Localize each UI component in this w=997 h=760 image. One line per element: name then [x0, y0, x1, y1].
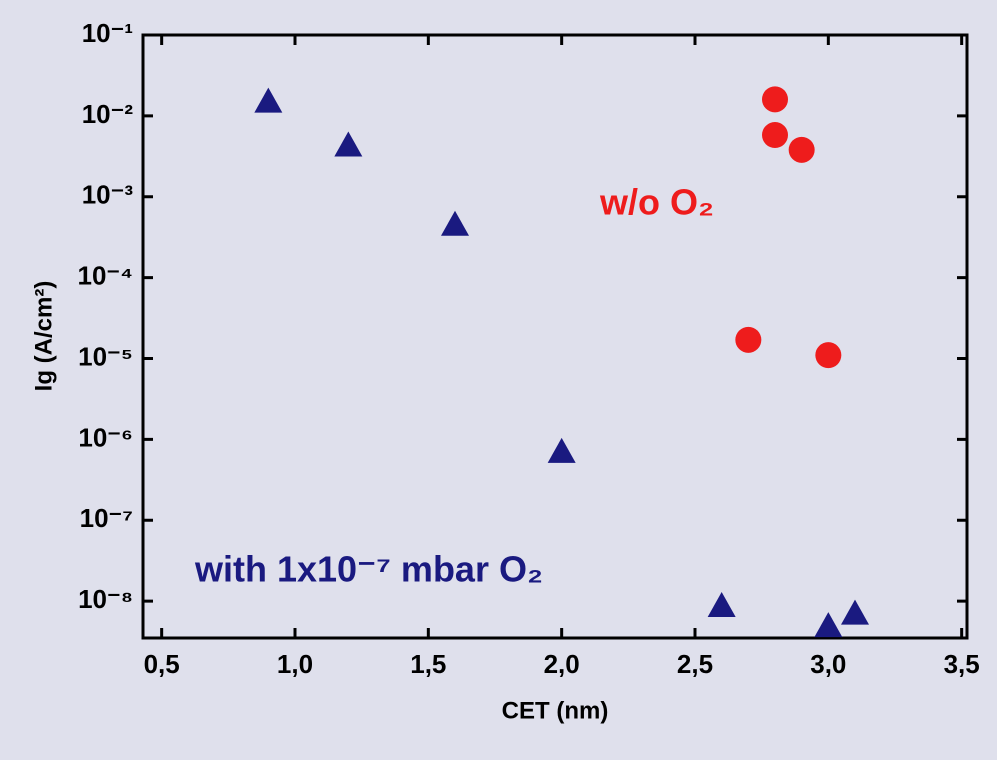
circle-marker [762, 122, 788, 149]
plot-frame [141, 33, 969, 640]
y-tick-label: 10⁻⁴ [77, 261, 133, 291]
y-tick-label: 10⁻⁸ [78, 584, 133, 614]
circle-marker [762, 86, 788, 113]
x-tick-label: 2,5 [677, 649, 713, 679]
y-tick-label: 10⁻⁵ [78, 341, 133, 371]
y-tick-label: 10⁻³ [82, 180, 134, 210]
circle-marker [788, 136, 815, 163]
triangle-marker [707, 592, 736, 618]
triangle-marker [814, 612, 843, 638]
y-tick-label: 10⁻² [82, 99, 134, 129]
x-tick-label: 2,0 [544, 649, 580, 679]
series-label: with 1x10⁻⁷ mbar O₂ [194, 549, 543, 590]
x-axis-label: CET (nm) [502, 697, 609, 724]
y-tick-label: 10⁻⁷ [80, 503, 133, 533]
triangle-marker [334, 131, 363, 157]
triangle-marker [441, 210, 469, 236]
circle-marker [735, 326, 762, 353]
x-tick-label: 3,0 [810, 649, 846, 679]
y-tick-label: 10⁻⁶ [78, 422, 133, 452]
y-axis-label: Ig (A/cm²) [30, 281, 57, 392]
y-tick-label: 10⁻¹ [82, 18, 133, 48]
triangle-marker [254, 87, 283, 113]
x-tick-label: 1,5 [410, 649, 446, 679]
x-tick-label: 1,0 [277, 649, 313, 679]
triangle-marker [841, 599, 869, 625]
x-tick-label: 3,5 [944, 649, 980, 679]
triangle-marker [547, 437, 576, 463]
series-label: w/o O₂ [599, 182, 714, 223]
x-tick-label: 0,5 [144, 649, 180, 679]
circle-marker [815, 342, 842, 369]
